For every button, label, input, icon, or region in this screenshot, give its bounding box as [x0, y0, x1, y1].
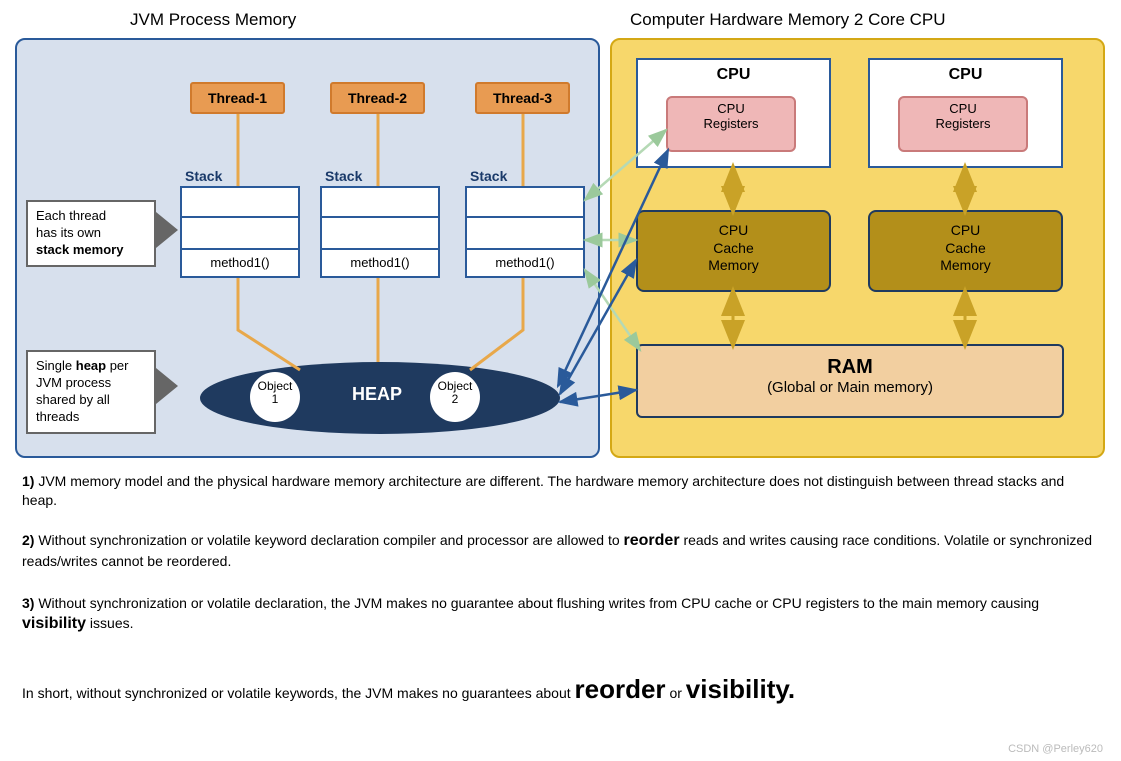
stack-label-2: Stack: [325, 168, 362, 184]
heap-label: HEAP: [352, 384, 402, 405]
cpu-title-2: CPU: [870, 66, 1061, 84]
jvm-title: JVM Process Memory: [130, 10, 296, 30]
stack-label-1: Stack: [185, 168, 222, 184]
stack-method-2: method1(): [322, 248, 438, 276]
thread-box-1: Thread-1: [190, 82, 285, 114]
note-1: 1) JVM memory model and the physical har…: [22, 472, 1102, 510]
thread-box-3: Thread-3: [475, 82, 570, 114]
callout-stack: Each threadhas its ownstack memory: [26, 200, 156, 267]
watermark: CSDN @Perley620: [1008, 743, 1103, 755]
stack-row: [322, 216, 438, 218]
note-summary: In short, without synchronized or volati…: [22, 672, 1102, 707]
stack-method-1: method1(): [182, 248, 298, 276]
callout-stack-arrow: [156, 212, 178, 248]
diagram-canvas: JVM Process Memory Computer Hardware Mem…: [0, 0, 1121, 761]
stack-box-2: method1(): [320, 186, 440, 278]
stack-box-1: method1(): [180, 186, 300, 278]
ram-title: RAM: [638, 356, 1062, 379]
hw-title: Computer Hardware Memory 2 Core CPU: [630, 10, 946, 30]
ram-subtitle: (Global or Main memory): [767, 379, 933, 396]
cpu-registers-2: CPURegisters: [898, 96, 1028, 152]
stack-box-3: method1(): [465, 186, 585, 278]
stack-row: [182, 216, 298, 218]
heap-object-1: Object1: [250, 372, 300, 422]
stack-method-3: method1(): [467, 248, 583, 276]
cpu-title-1: CPU: [638, 66, 829, 84]
heap-object-2: Object2: [430, 372, 480, 422]
cpu-cache-2: CPUCacheMemory: [868, 210, 1063, 292]
thread-box-2: Thread-2: [330, 82, 425, 114]
note-3: 3) Without synchronization or volatile d…: [22, 594, 1102, 634]
ram-box: RAM (Global or Main memory): [636, 344, 1064, 418]
note-2: 2) Without synchronization or volatile k…: [22, 530, 1102, 570]
cpu-registers-1: CPURegisters: [666, 96, 796, 152]
cpu-cache-1: CPUCacheMemory: [636, 210, 831, 292]
callout-heap: Single heap perJVM processshared by allt…: [26, 350, 156, 434]
stack-label-3: Stack: [470, 168, 507, 184]
stack-row: [467, 216, 583, 218]
callout-heap-arrow: [156, 368, 178, 404]
